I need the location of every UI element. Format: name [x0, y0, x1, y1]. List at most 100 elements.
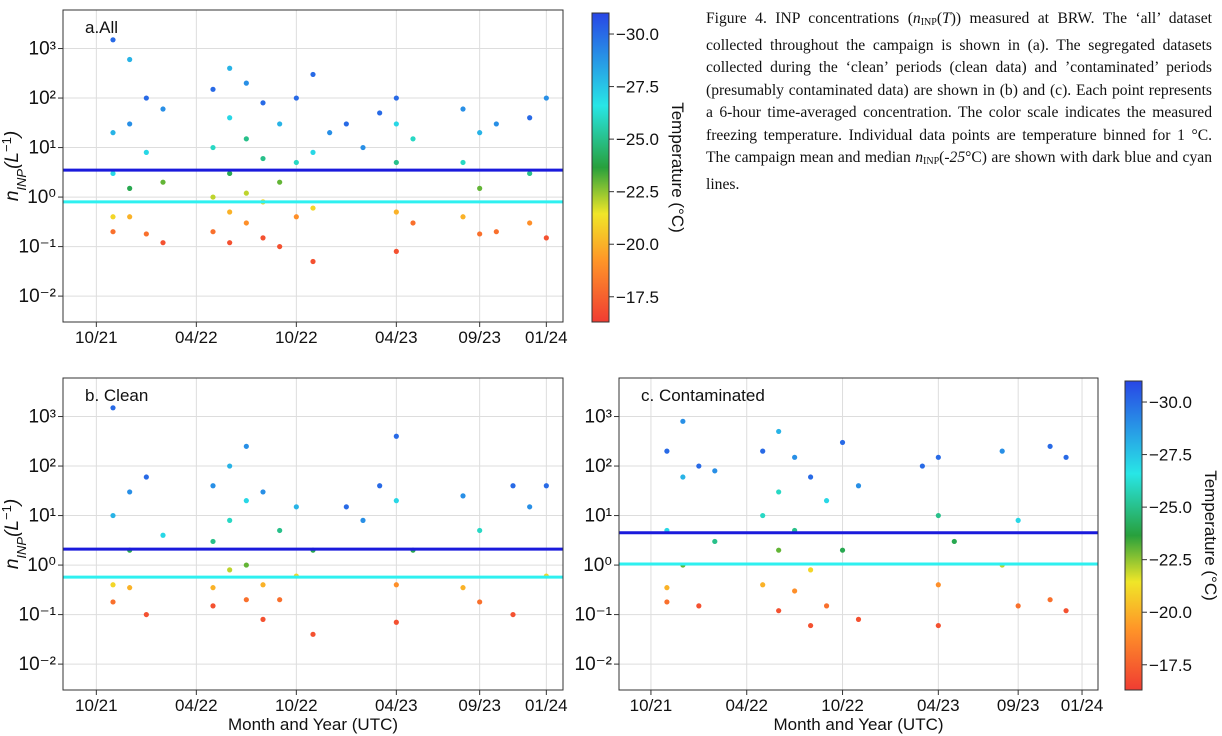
data-point [460, 159, 466, 166]
caption-text: n [915, 149, 924, 166]
x-tick-label: 01/24 [525, 696, 568, 715]
data-point [277, 597, 283, 603]
x-tick-label: 10/22 [275, 328, 318, 347]
data-point [510, 483, 516, 489]
data-point [260, 100, 266, 106]
data-point [393, 95, 399, 101]
colorbar-tick-label: −17.5 [1149, 656, 1192, 675]
x-tick-label: 04/22 [175, 328, 218, 347]
y-tick-label: 10² [29, 88, 56, 109]
data-point [839, 547, 846, 553]
plot-area [62, 377, 564, 691]
data-point [527, 170, 533, 177]
y-axis-label-part: INP [14, 537, 29, 559]
plot-frame [62, 377, 564, 691]
y-tick-label: 10¹ [29, 506, 56, 527]
caption-text: Figure 4. INP concentrations ( [706, 10, 913, 27]
data-point [527, 115, 533, 121]
panel-title: b. Clean [85, 386, 148, 405]
data-point [143, 231, 149, 237]
data-point [1047, 443, 1053, 449]
y-tick-label: 10⁻² [19, 654, 57, 675]
data-point [1047, 597, 1053, 603]
caption-text: n [912, 10, 921, 27]
data-point [310, 205, 316, 211]
data-point [110, 512, 116, 519]
chart-panel: 10⁻² 10⁻¹ 10⁰ 10¹ 10² 10³ 10/21 04/22 10/22 04/23… [575, 377, 1220, 734]
data-point [143, 149, 149, 155]
data-point [935, 454, 941, 460]
x-axis-label: Month and Year (UTC) [773, 715, 943, 734]
data-point [493, 121, 499, 127]
data-point [680, 474, 686, 480]
colorbar-tick-label: −27.5 [1149, 446, 1192, 465]
colorbar-tick-label: −20.0 [1149, 603, 1192, 622]
data-point [477, 185, 483, 191]
data-point [792, 588, 798, 594]
plot-frame [62, 9, 564, 323]
data-point [527, 220, 533, 226]
data-point [664, 448, 670, 454]
y-axis-label: nINP(L−1) [0, 499, 29, 569]
x-tick-label: 01/24 [525, 328, 568, 347]
data-point [776, 547, 782, 553]
data-point [110, 170, 116, 177]
caption-text: -25 [944, 149, 966, 166]
y-tick-label: 10⁰ [27, 555, 56, 576]
chart-panel: 10⁻² 10⁻¹ 10⁰ 10¹ 10² 10³ 10/21 04/22 10/22 04/23… [0, 377, 568, 734]
y-axis-label-part: (L [2, 152, 23, 169]
figure-caption: Figure 4. INP concentrations (nINP(T)) m… [706, 8, 1212, 196]
colorbar-tick-label: −30.0 [1149, 393, 1192, 412]
data-point [460, 214, 466, 220]
data-point [293, 95, 299, 101]
data-point [210, 194, 216, 200]
data-point [808, 622, 814, 629]
data-point [664, 585, 670, 591]
y-axis-label-part: INP [14, 169, 29, 191]
data-point [377, 110, 383, 116]
x-tick-label: 09/23 [458, 328, 501, 347]
caption-text: INP [923, 156, 940, 167]
data-point [243, 443, 249, 449]
data-point [210, 603, 216, 609]
y-tick-label: 10² [29, 456, 56, 477]
y-tick-label: 10⁰ [27, 187, 56, 208]
data-point [360, 144, 366, 151]
y-tick-label: 10⁻¹ [19, 237, 57, 258]
data-point [227, 170, 233, 177]
data-point [310, 149, 316, 155]
data-point [260, 616, 266, 622]
data-point [110, 599, 116, 605]
data-point [210, 86, 216, 92]
data-point [277, 243, 283, 250]
data-point [260, 582, 266, 588]
data-point [680, 418, 686, 424]
data-point [935, 582, 941, 588]
data-point [227, 240, 233, 246]
y-axis-label-part: −1 [0, 505, 14, 520]
colorbar [591, 12, 610, 323]
data-point [951, 538, 957, 545]
x-axis-label: Month and Year (UTC) [228, 715, 398, 734]
data-point [243, 80, 249, 86]
data-point [776, 489, 782, 495]
plot-frame [618, 377, 1099, 691]
data-point [855, 483, 862, 489]
data-point [277, 179, 283, 185]
data-point [393, 433, 399, 439]
data-point [477, 527, 483, 534]
data-point [477, 599, 483, 605]
x-tick-label: 04/22 [175, 696, 218, 715]
data-point [776, 608, 782, 614]
colorbar-tick-label: −25.0 [1149, 498, 1192, 517]
caption-text: ( [939, 149, 945, 166]
data-point [143, 95, 149, 101]
data-point [935, 512, 941, 519]
data-point [393, 159, 399, 166]
data-point [227, 65, 233, 71]
data-point [839, 439, 846, 446]
data-point [127, 585, 133, 591]
data-point [110, 130, 116, 136]
colorbar-label: Temperature (°C) [1201, 470, 1220, 601]
